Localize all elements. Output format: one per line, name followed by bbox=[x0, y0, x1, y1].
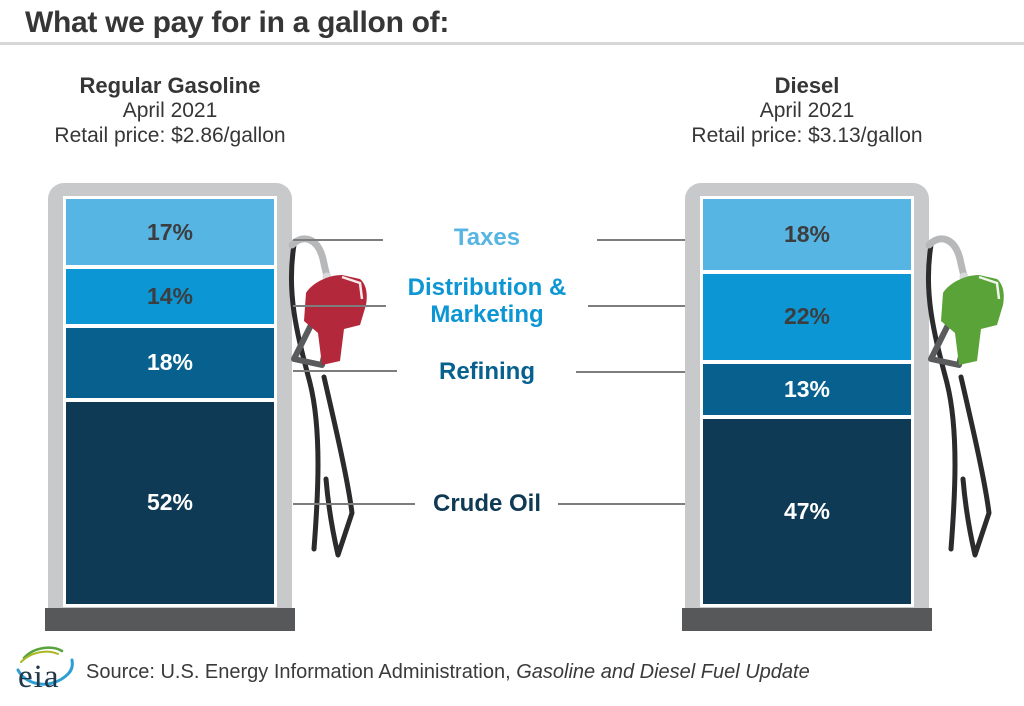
gasoline-distribution-value: 14% bbox=[146, 282, 194, 309]
legend-taxes: Taxes bbox=[453, 224, 521, 251]
source-publication: Gasoline and Diesel Fuel Update bbox=[516, 661, 810, 683]
gasoline-taxes-segment: 17% bbox=[66, 199, 274, 266]
source-attribution: Source: U.S. Energy Information Administ… bbox=[86, 661, 810, 684]
gasoline-pump-base bbox=[45, 608, 295, 631]
gasoline-pump: Regular Gasoline April 2021 Retail price… bbox=[45, 73, 367, 631]
source-prefix: Source: U.S. Energy Information Administ… bbox=[86, 661, 517, 683]
diesel-crude-segment: 47% bbox=[703, 419, 911, 604]
legend-crude-oil: Crude Oil bbox=[432, 490, 542, 517]
gasoline-taxes-value: 17% bbox=[146, 218, 194, 245]
connector-taxes-left bbox=[293, 239, 383, 241]
diesel-retail-price: Retail price: $3.13/gallon bbox=[691, 124, 923, 147]
gasoline-date: April 2021 bbox=[122, 99, 218, 122]
diesel-crude-value: 47% bbox=[783, 498, 831, 525]
diesel-date: April 2021 bbox=[759, 99, 855, 122]
diesel-distribution-value: 22% bbox=[783, 303, 831, 330]
diesel-pump-base bbox=[682, 608, 932, 631]
diesel-header: Diesel April 2021 Retail price: $3.13/ga… bbox=[647, 73, 967, 148]
gasoline-distribution-segment: 14% bbox=[66, 269, 274, 324]
diesel-refining-segment: 13% bbox=[703, 364, 911, 416]
connector-refining-right bbox=[576, 371, 685, 373]
eia-logo-swoosh-icon bbox=[16, 646, 74, 686]
legend-refining: Refining bbox=[439, 358, 535, 385]
gasoline-header: Regular Gasoline April 2021 Retail price… bbox=[10, 73, 330, 148]
red-fuel-nozzle-icon bbox=[288, 235, 367, 558]
gasoline-crude-segment: 52% bbox=[66, 401, 274, 605]
gasoline-stacked-bar: 17% 14% 18% 52% bbox=[63, 196, 277, 607]
connector-distribution-left bbox=[293, 305, 386, 307]
connector-crude-right bbox=[558, 503, 685, 505]
connector-refining-left bbox=[293, 370, 397, 372]
diesel-distribution-segment: 22% bbox=[703, 273, 911, 361]
eia-logo-text: eia bbox=[18, 659, 60, 695]
connector-crude-left bbox=[293, 503, 415, 505]
diesel-taxes-value: 18% bbox=[783, 220, 831, 247]
gasoline-retail-price: Retail price: $2.86/gallon bbox=[54, 124, 286, 147]
gasoline-crude-value: 52% bbox=[146, 489, 194, 516]
gasoline-refining-segment: 18% bbox=[66, 327, 274, 398]
diesel-taxes-segment: 18% bbox=[703, 199, 911, 270]
diesel-refining-value: 13% bbox=[783, 376, 831, 403]
legend-distribution-marketing: Distribution & Marketing bbox=[407, 274, 567, 328]
diesel-stacked-bar: 18% 22% 13% 47% bbox=[700, 196, 914, 607]
gasoline-refining-value: 18% bbox=[146, 349, 194, 376]
connector-taxes-right bbox=[597, 239, 685, 241]
page-title: What we pay for in a gallon of: bbox=[25, 6, 450, 39]
diesel-name: Diesel bbox=[774, 73, 840, 98]
gasoline-name: Regular Gasoline bbox=[79, 73, 261, 98]
title-divider bbox=[0, 42, 1024, 45]
connector-distribution-right bbox=[588, 305, 685, 307]
eia-logo: eia bbox=[14, 642, 80, 696]
diesel-pump: Diesel April 2021 Retail price: $3.13/ga… bbox=[682, 73, 1004, 631]
green-fuel-nozzle-icon bbox=[925, 235, 1004, 558]
